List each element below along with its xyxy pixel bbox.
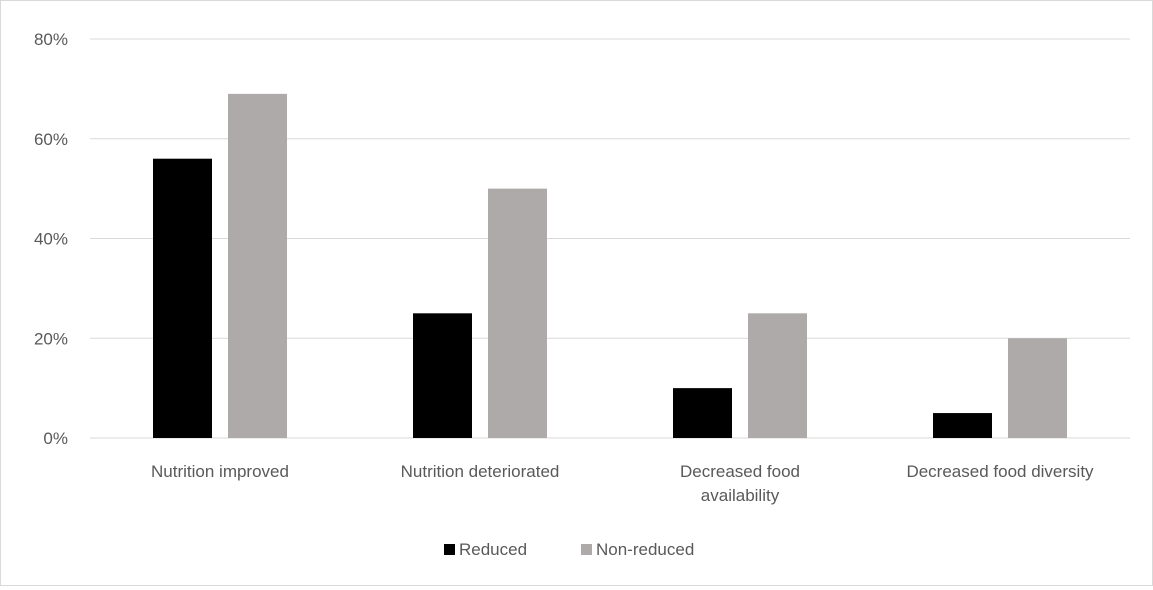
x-axis-category-labels: Nutrition improved Nutrition deteriorated… [151, 462, 1094, 505]
bar-reduced [933, 413, 992, 438]
y-axis-tick-labels: 0% 20% 40% 60% 80% [34, 30, 68, 448]
legend: Reduced Non-reduced [444, 540, 694, 559]
bar-reduced [413, 313, 472, 438]
legend-item-non-reduced: Non-reduced [581, 540, 694, 559]
bar-non-reduced [1008, 338, 1067, 438]
bar-non-reduced [228, 93, 287, 439]
x-category-label: Nutrition improved [151, 462, 289, 481]
y-tick-label: 40% [34, 230, 68, 249]
y-tick-label: 60% [34, 130, 68, 149]
y-tick-label: 0% [43, 429, 68, 448]
bar-non-reduced [488, 188, 547, 438]
legend-swatch [581, 544, 592, 555]
bars [153, 93, 1067, 439]
bar-reduced [673, 388, 732, 438]
x-category-label: Decreased food diversity [906, 462, 1094, 481]
y-tick-label: 80% [34, 30, 68, 49]
legend-item-reduced: Reduced [444, 540, 527, 559]
legend-label: Non-reduced [596, 540, 694, 559]
legend-swatch [444, 544, 455, 555]
bar-reduced [153, 158, 212, 438]
x-category-label: Decreased food availability [680, 462, 800, 505]
legend-label: Reduced [459, 540, 527, 559]
bar-non-reduced [748, 313, 807, 438]
y-tick-label: 20% [34, 329, 68, 348]
x-category-label: Nutrition deteriorated [401, 462, 560, 481]
